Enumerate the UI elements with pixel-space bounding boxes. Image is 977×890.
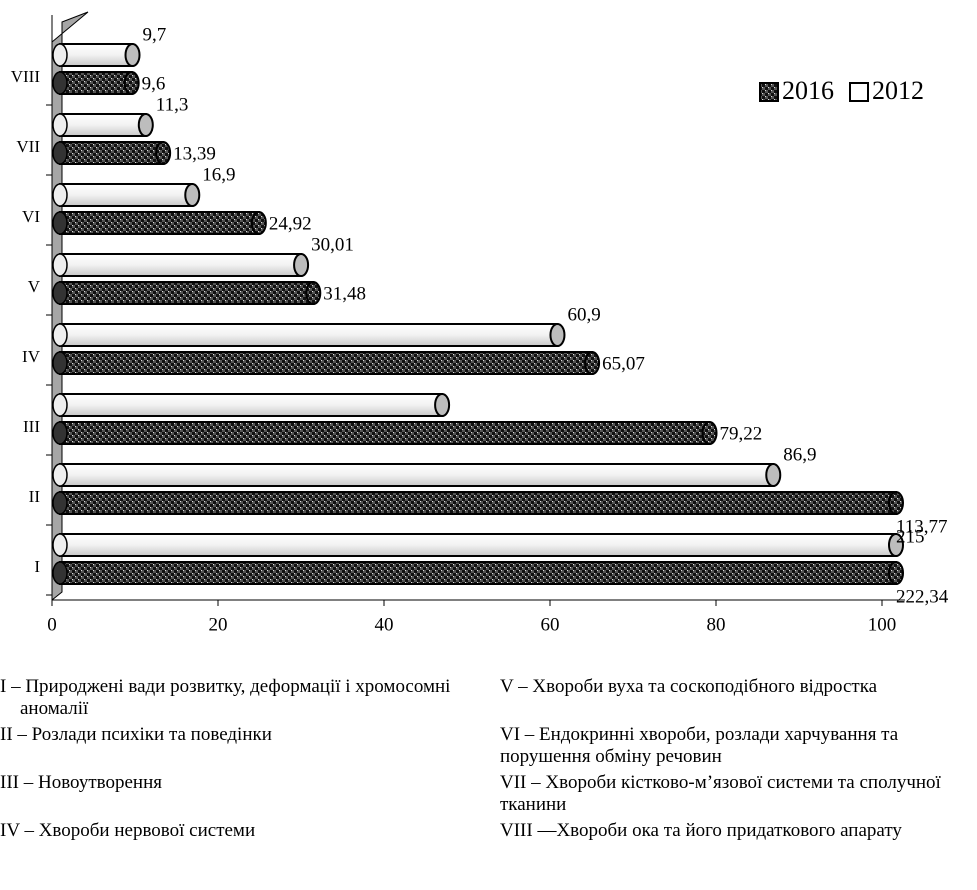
bar xyxy=(59,491,897,515)
value-label: 79,22 xyxy=(720,423,763,444)
bar xyxy=(59,323,559,347)
value-label: 215 xyxy=(896,526,925,547)
bar-base xyxy=(52,533,68,557)
value-label: 16,9 xyxy=(202,164,235,185)
bar-base xyxy=(52,463,68,487)
bar-cap xyxy=(137,113,154,137)
bar xyxy=(59,421,711,445)
bar xyxy=(59,463,775,487)
bar-cap xyxy=(434,393,451,417)
value-label: 11,3 xyxy=(156,94,189,115)
bar-base xyxy=(52,211,68,235)
bar xyxy=(59,43,134,67)
legend-swatch xyxy=(849,82,869,102)
bar-cap xyxy=(701,421,718,445)
bar xyxy=(59,141,165,165)
bar-cap xyxy=(584,351,601,375)
note: VII – Хвороби кістково-м’язової системи … xyxy=(500,772,941,815)
bar xyxy=(59,183,194,207)
x-tick-label: 40 xyxy=(375,614,394,635)
bar-base xyxy=(52,491,68,515)
bar-cap xyxy=(184,183,201,207)
bar-base xyxy=(52,421,68,445)
value-label: 13,39 xyxy=(173,143,216,164)
bar-cap xyxy=(549,323,566,347)
bar-base xyxy=(52,71,68,95)
value-label: 24,92 xyxy=(269,213,312,234)
note: VIII —Хвороби ока та його придаткового а… xyxy=(500,820,902,841)
legend-label: 2012 xyxy=(872,76,924,105)
note: VI – Ендокринні хвороби, розлади харчува… xyxy=(500,724,899,767)
y-tick-label: VIII xyxy=(11,67,41,86)
x-tick-label: 0 xyxy=(47,614,57,635)
legend-swatch xyxy=(759,82,779,102)
x-tick-label: 60 xyxy=(541,614,560,635)
bar xyxy=(59,393,444,417)
value-label: 86,9 xyxy=(783,444,816,465)
note: III – Новоутворення xyxy=(0,772,162,793)
bar xyxy=(59,561,897,585)
bar-base xyxy=(52,323,68,347)
value-label: 60,9 xyxy=(567,304,600,325)
y-tick-label: VII xyxy=(16,137,40,156)
bar xyxy=(59,351,594,375)
bar xyxy=(59,113,147,137)
note: I – Природжені вади розвитку, деформації… xyxy=(0,676,451,719)
value-label: 30,01 xyxy=(311,234,354,255)
value-label: 65,07 xyxy=(602,353,645,374)
value-label: 9,7 xyxy=(143,24,167,45)
bar xyxy=(59,71,133,95)
y-tick-label: III xyxy=(23,417,40,436)
bar-base xyxy=(52,141,68,165)
bar-base xyxy=(52,561,68,585)
legend-label: 2016 xyxy=(782,76,834,105)
bar-cap xyxy=(124,43,141,67)
value-label: 113,77 xyxy=(896,516,948,537)
chart: 0 20 40 60 80 100 I 222,34 215 II 113,77 86,9 III 79,… xyxy=(11,11,949,635)
note: II – Розлади психіки та поведінки xyxy=(0,724,272,745)
bar-cap xyxy=(888,491,904,515)
x-tick-label: 100 xyxy=(868,614,897,635)
bar-cap xyxy=(888,561,904,585)
bar-cap xyxy=(155,141,172,165)
notes: I – Природжені вади розвитку, деформації… xyxy=(0,676,977,868)
bar-base xyxy=(52,253,68,277)
bar-cap xyxy=(305,281,322,305)
bar-base xyxy=(52,113,68,137)
bar xyxy=(59,533,897,557)
bar-cap xyxy=(250,211,267,235)
y-tick-label: VI xyxy=(22,207,40,226)
bar-base xyxy=(52,351,68,375)
note: IV – Хвороби нервової системи xyxy=(0,820,256,841)
bar-base xyxy=(52,393,68,417)
value-label: 9,6 xyxy=(142,73,166,94)
note: V – Хвороби вуха та соскоподібного відро… xyxy=(500,676,878,697)
value-label: 222,34 xyxy=(896,586,949,607)
y-tick-label: IV xyxy=(22,347,41,366)
bar-base xyxy=(52,281,68,305)
value-label: 31,48 xyxy=(323,283,366,304)
bar xyxy=(59,211,260,235)
x-tick-label: 20 xyxy=(209,614,228,635)
bar-cap xyxy=(123,71,140,95)
bar-base xyxy=(52,43,68,67)
x-tick-label: 80 xyxy=(707,614,726,635)
bar-cap xyxy=(765,463,782,487)
y-tick-label: I xyxy=(34,557,40,576)
y-tick-label: V xyxy=(28,277,41,296)
bar xyxy=(59,253,303,277)
bar-base xyxy=(52,183,68,207)
bar xyxy=(59,281,315,305)
y-tick-label: II xyxy=(29,487,41,506)
bar-cap xyxy=(888,533,904,557)
bar-cap xyxy=(293,253,310,277)
